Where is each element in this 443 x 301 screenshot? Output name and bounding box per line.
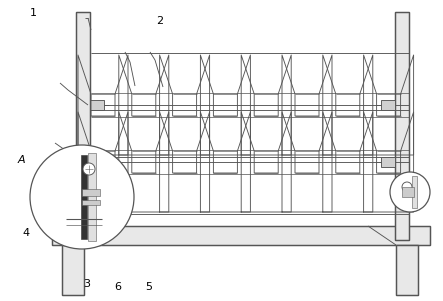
Bar [90, 100, 104, 110]
Text: 1: 1 [30, 8, 37, 18]
Circle shape [402, 182, 412, 192]
Bar [395, 12, 409, 240]
Text: 7: 7 [31, 188, 38, 198]
Circle shape [30, 145, 134, 249]
Bar [395, 12, 409, 240]
Text: 2: 2 [156, 16, 163, 26]
Circle shape [83, 163, 95, 175]
Bar [381, 100, 395, 110]
Bar [81, 155, 87, 239]
Bar [90, 157, 104, 167]
Text: 6: 6 [114, 282, 121, 293]
Bar [76, 12, 90, 240]
Bar [88, 153, 96, 241]
Bar [76, 12, 90, 240]
Bar [396, 245, 418, 295]
Text: 5: 5 [145, 282, 152, 293]
Bar [381, 157, 395, 167]
Bar [402, 187, 414, 197]
Bar [412, 176, 417, 208]
Bar [52, 226, 430, 245]
Bar [62, 245, 84, 295]
Text: A: A [17, 154, 25, 165]
Bar [52, 226, 430, 245]
Circle shape [390, 172, 430, 212]
Bar [396, 245, 418, 295]
Bar [82, 200, 100, 205]
Text: 3: 3 [83, 279, 90, 290]
Text: 4: 4 [22, 228, 29, 238]
Bar [82, 189, 100, 196]
Bar [62, 245, 84, 295]
